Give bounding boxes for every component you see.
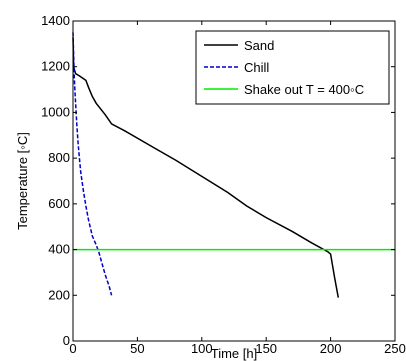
x-tick-label: 250 — [384, 341, 406, 356]
plot-frame — [72, 20, 396, 342]
y-tick-label: 600 — [48, 196, 70, 211]
y-tick-label: 1400 — [41, 13, 70, 28]
x-tick-label: 150 — [255, 341, 277, 356]
x-tick-label: 100 — [191, 341, 213, 356]
x-tick-label: 0 — [69, 341, 76, 356]
series-line-chill — [72, 32, 113, 296]
y-tick-label: 1200 — [41, 59, 70, 74]
y-tick-label: 800 — [48, 150, 70, 165]
legend-label-sand: Sand — [244, 38, 274, 53]
x-tick-label: 200 — [320, 341, 342, 356]
x-tick-label: 50 — [130, 341, 144, 356]
series-layer — [72, 32, 395, 298]
ticks-layer: 0 50 100 150 200 250 0 200 400 600 800 1000 1200 1400 — [41, 13, 406, 356]
y-tick-label: 200 — [48, 287, 70, 302]
legend-label-shakeout: Shake out T = 400◦C — [244, 82, 364, 97]
legend-label-chill: Chill — [244, 60, 269, 75]
x-axis-label: Time [h] — [211, 346, 257, 361]
y-axis-label: Temperature [◦C] — [15, 132, 30, 230]
series-line-sand — [72, 36, 340, 298]
y-tick-label: 0 — [63, 333, 70, 348]
y-tick-label: 400 — [48, 242, 70, 257]
legend: Sand Chill Shake out T = 400◦C — [195, 30, 390, 105]
y-tick-label: 1000 — [41, 104, 70, 119]
